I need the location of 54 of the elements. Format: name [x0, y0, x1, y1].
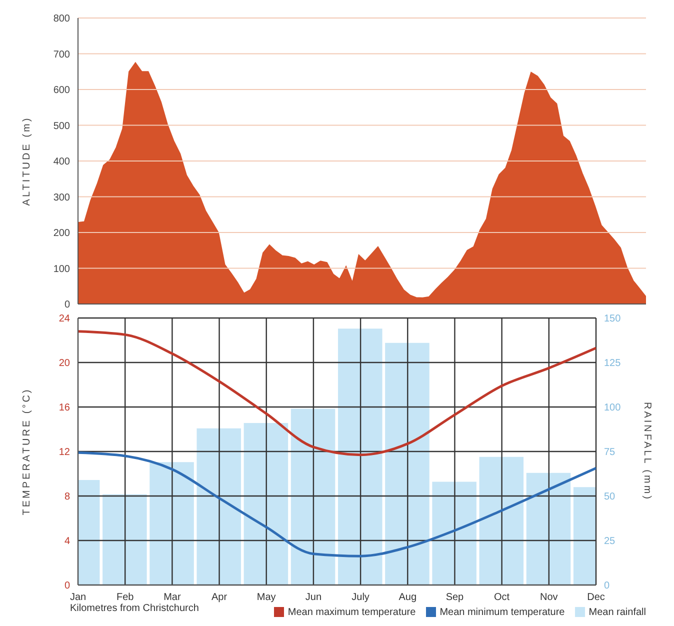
x-tick-label: Apr	[211, 592, 228, 604]
line-series	[78, 451, 596, 558]
x-tick-label: Dec	[587, 592, 605, 604]
legend-label: Mean maximum temperature	[288, 607, 416, 618]
y-tick-label: 16	[58, 402, 70, 414]
y2-tick-label: 125	[604, 358, 622, 370]
bar	[290, 408, 336, 585]
legend-label: Mean rainfall	[588, 607, 646, 618]
x-tick-label: Oct	[494, 592, 510, 604]
y-tick-label: 12	[58, 447, 70, 458]
x-tick-label: May	[256, 592, 276, 604]
y-tick-label: 8	[64, 492, 70, 503]
x-tick-label: July	[352, 592, 370, 604]
y-tick-label: 800	[53, 14, 70, 25]
y-tick-label: 20	[58, 358, 70, 370]
bar	[244, 423, 288, 585]
line-series	[78, 330, 596, 456]
y-tick-label: 400	[53, 156, 70, 168]
y2-tick-label: 0	[604, 580, 610, 592]
y-tick-label: 4	[64, 536, 70, 548]
y2-axis-title: RAINFALL (mm)	[641, 402, 652, 501]
y-axis-title: TEMPERATURE (°C)	[22, 388, 33, 516]
x-tick-label: Aug	[398, 592, 417, 604]
bar	[196, 428, 241, 585]
y-tick-label: 100	[53, 264, 70, 275]
y2-tick-label: 25	[604, 536, 616, 548]
bar	[479, 456, 524, 585]
y2-tick-label: 75	[604, 447, 616, 458]
y-tick-label: 0	[64, 580, 70, 592]
y-tick-label: 600	[53, 85, 70, 96]
bar	[526, 472, 571, 585]
y-tick-label: 24	[58, 314, 70, 325]
x-tick-label: Mar	[164, 592, 182, 604]
bar	[102, 494, 147, 585]
bar	[432, 482, 476, 585]
bar	[338, 328, 382, 585]
text: Kilometres from Christchurch	[70, 603, 199, 614]
y2-tick-label: 150	[604, 314, 622, 325]
y-tick-label: 700	[53, 49, 70, 60]
x-tick-label: Jan	[70, 592, 86, 604]
y-tick-label: 300	[53, 192, 70, 204]
bar	[385, 342, 430, 585]
x-tick-label: Sep	[446, 592, 464, 604]
y-tick-label: 500	[53, 120, 70, 132]
legend-label: Mean minimum temperature	[440, 607, 565, 618]
y2-tick-label: 100	[604, 402, 622, 414]
y-tick-label: 200	[53, 228, 70, 240]
bar	[150, 462, 194, 585]
x-tick-label: Nov	[540, 592, 558, 604]
x-tick-label: Jun	[305, 592, 322, 604]
y-tick-label: 0	[64, 300, 70, 311]
y2-tick-label: 50	[604, 492, 616, 503]
x-tick-label: Feb	[116, 592, 134, 604]
y-axis-title: ALTITUDE (m)	[22, 116, 33, 206]
